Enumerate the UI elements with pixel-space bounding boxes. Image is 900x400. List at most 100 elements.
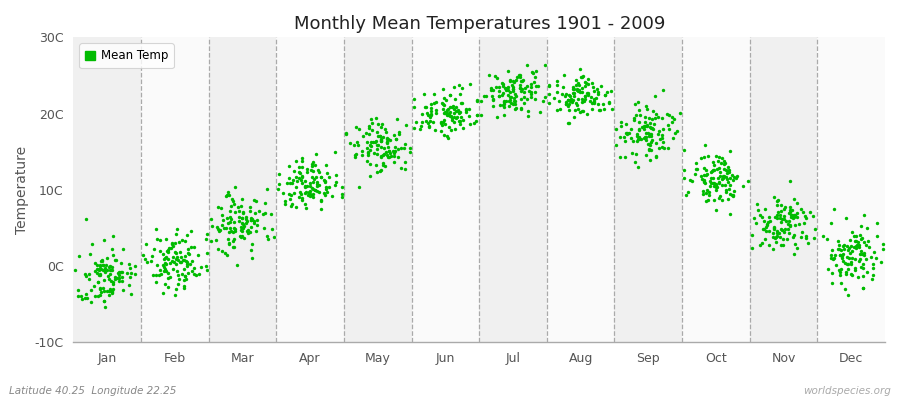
Point <box>322 184 337 190</box>
Point <box>221 228 236 235</box>
Point <box>301 191 315 198</box>
Point <box>358 130 373 137</box>
Point <box>848 237 862 244</box>
Point <box>220 225 234 232</box>
Point <box>643 124 657 131</box>
Point <box>178 273 193 279</box>
Point <box>147 246 161 252</box>
Point <box>424 107 438 114</box>
Point <box>502 103 517 110</box>
Point <box>234 227 248 234</box>
Point <box>99 262 113 268</box>
Point <box>777 228 791 235</box>
Point <box>582 98 597 104</box>
Point <box>418 118 433 124</box>
Point <box>673 110 688 117</box>
Point <box>567 86 581 92</box>
Point <box>574 73 589 80</box>
Point <box>770 233 785 239</box>
Point <box>370 128 384 135</box>
Point <box>239 218 254 224</box>
Point <box>496 102 510 109</box>
Point <box>507 79 521 85</box>
Point <box>760 219 775 225</box>
Point <box>98 304 112 310</box>
Point <box>211 204 225 211</box>
Point <box>86 283 101 289</box>
Point <box>491 74 505 81</box>
Point <box>770 215 784 221</box>
Point <box>507 98 521 104</box>
Bar <box>209 37 276 342</box>
Point <box>158 280 172 287</box>
Point <box>791 221 806 227</box>
Point <box>630 133 644 139</box>
Point <box>757 218 771 224</box>
Point <box>729 175 743 181</box>
Point <box>497 112 511 118</box>
Point <box>841 266 855 272</box>
Point <box>91 279 105 286</box>
Point <box>504 94 518 100</box>
Point <box>174 254 188 260</box>
Point <box>128 271 142 277</box>
Point <box>866 272 880 278</box>
Point <box>718 160 733 166</box>
Point <box>446 114 461 120</box>
Point <box>688 160 703 166</box>
Point <box>626 138 640 144</box>
Point <box>112 269 127 276</box>
Legend: Mean Temp: Mean Temp <box>79 43 174 68</box>
Bar <box>547 37 615 342</box>
Point <box>292 175 306 182</box>
Point <box>571 88 585 94</box>
Point <box>192 252 206 258</box>
Point <box>463 81 477 87</box>
Point <box>95 285 110 291</box>
Point <box>524 94 538 100</box>
Point <box>857 212 871 218</box>
Point <box>304 167 319 174</box>
Point <box>309 174 323 180</box>
Point <box>308 187 322 193</box>
Point <box>654 132 669 138</box>
Point <box>105 286 120 293</box>
Point <box>706 197 721 204</box>
Point <box>554 106 568 112</box>
Point <box>451 107 465 113</box>
Point <box>398 141 412 148</box>
Point <box>247 220 261 226</box>
Point <box>832 242 846 249</box>
Point <box>852 244 867 250</box>
Point <box>288 204 302 210</box>
Point <box>374 124 388 130</box>
Point <box>787 234 801 240</box>
Point <box>788 241 803 247</box>
Point <box>105 233 120 239</box>
Point <box>497 101 511 108</box>
Point <box>723 148 737 154</box>
Point <box>708 184 723 190</box>
Point <box>363 147 377 154</box>
Point <box>114 278 129 284</box>
Bar <box>74 37 141 342</box>
Point <box>598 91 613 98</box>
Point <box>869 232 884 239</box>
Point <box>570 86 584 92</box>
Point <box>527 96 542 102</box>
Point <box>725 192 740 198</box>
Point <box>716 166 731 172</box>
Point <box>783 206 797 213</box>
Point <box>445 104 459 111</box>
Point <box>267 234 282 240</box>
Point <box>503 96 517 103</box>
Point <box>348 154 363 160</box>
Point <box>706 162 721 168</box>
Point <box>695 176 709 182</box>
Point <box>857 252 871 258</box>
Point <box>705 168 719 174</box>
Point <box>500 87 515 93</box>
Point <box>508 105 523 111</box>
Point <box>835 252 850 259</box>
Point <box>828 252 842 258</box>
